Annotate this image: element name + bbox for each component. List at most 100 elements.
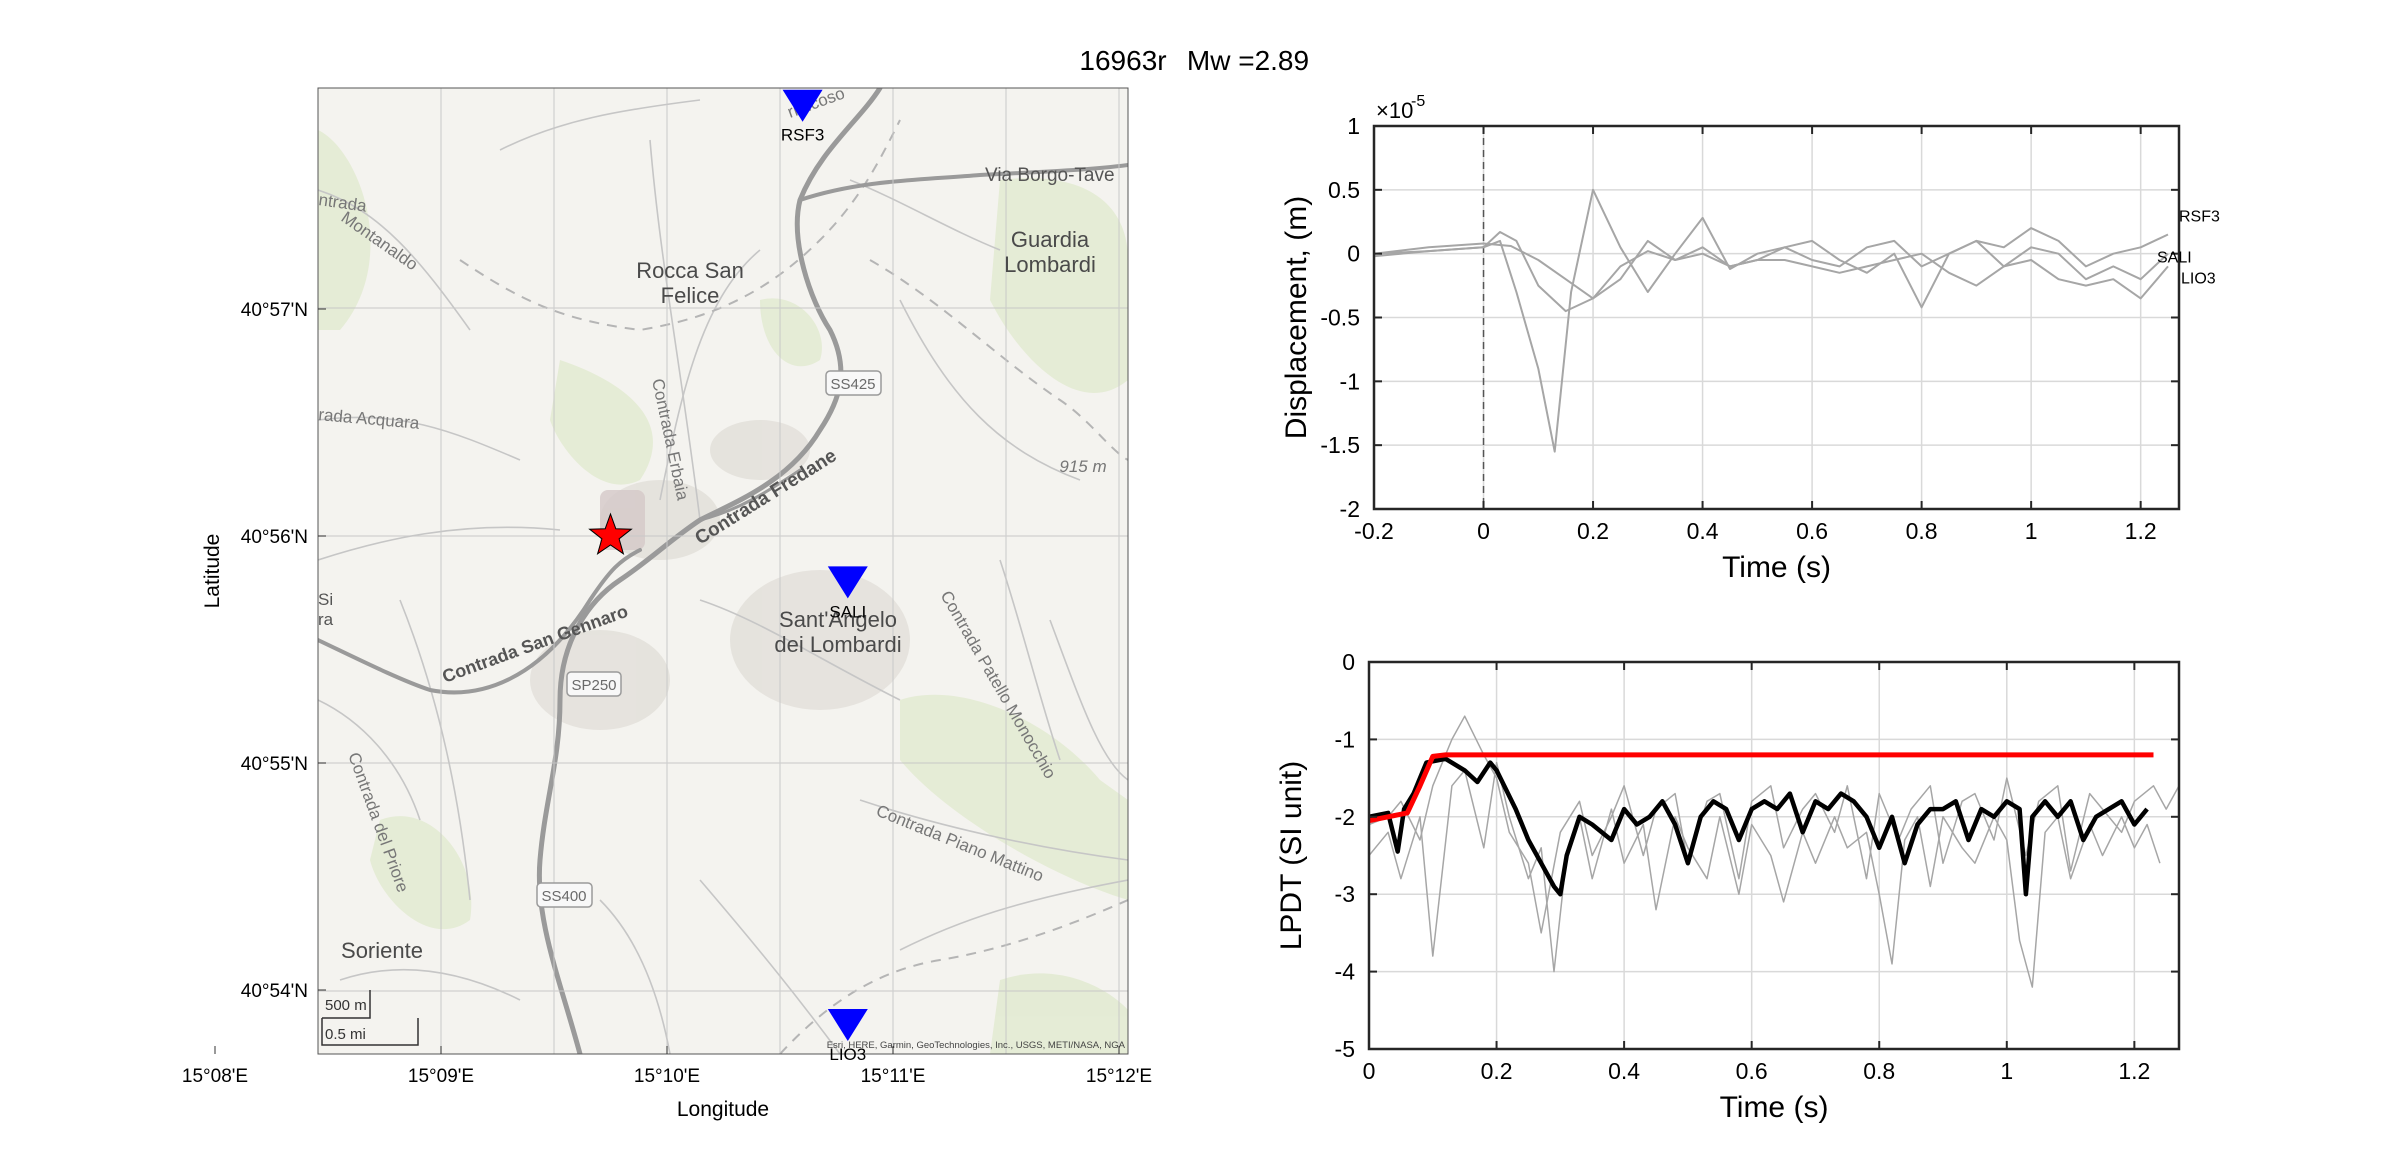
- xtick-label: -0.2: [1354, 518, 1394, 544]
- series-line-lio3: [1374, 239, 2169, 300]
- ytick-label: -2: [1340, 496, 1360, 522]
- y-axis-label: LPDT (SI unit): [1275, 761, 1308, 951]
- series-line-2: [1369, 756, 2149, 897]
- plot-frame: [1367, 660, 2181, 1051]
- xtick-label: 0.4: [1687, 518, 1719, 544]
- ytick-label: -1.5: [1320, 432, 1360, 458]
- displacement-chart: -0.2 0 0.2 0.4 0.6 0.8 1 1.2 -2 -1.5 -1 -0.5 0 0.5 1 Ti…: [1280, 93, 2220, 584]
- minor-roads: [318, 99, 1128, 1054]
- map-edge-label-ra: ra: [318, 610, 334, 629]
- xtick-label: 0.8: [1863, 1058, 1895, 1084]
- series-group: [1369, 715, 2179, 988]
- main-roads: [318, 88, 1128, 1054]
- svg-text:SP250: SP250: [571, 677, 616, 694]
- scale-label-mi: 0.5 mi: [325, 1026, 366, 1043]
- ytick-label: -1: [1335, 726, 1355, 752]
- xtick-label: 0.6: [1736, 1058, 1768, 1084]
- xtick-label: 0.6: [1796, 518, 1828, 544]
- series-end-label-sali: SALI: [2157, 250, 2192, 267]
- ytick-label: -2: [1335, 804, 1355, 830]
- map-xtick-label: 15°12'E: [1086, 1066, 1152, 1087]
- map-axis-ticks: 15°08'E 15°09'E 15°10'E 15°11'E 15°12'E 40°57…: [182, 300, 1152, 1087]
- svg-text:SS400: SS400: [541, 888, 586, 905]
- xtick-label: 0.4: [1608, 1058, 1640, 1084]
- xtick-label: 0.2: [1577, 518, 1609, 544]
- road-shield-ss425: SS425: [825, 370, 882, 396]
- epicenter-star: [588, 512, 633, 555]
- map-attribution: Esri, HERE, Garmin, GeoTechnologies, Inc…: [827, 1040, 1126, 1051]
- ytick-label: -1: [1340, 368, 1360, 394]
- xtick-label: 0.2: [1481, 1058, 1513, 1084]
- series-line-rsf3: [1374, 188, 2169, 453]
- terrain-shading: [318, 130, 1128, 1054]
- map-edge-label-si: Si: [318, 590, 333, 609]
- plot-area: [1369, 662, 2179, 1049]
- road-shield-sp250: SP250: [566, 671, 622, 697]
- scale-label-m: 500 m: [325, 997, 367, 1014]
- lpdt-chart: 0 0.2 0.4 0.6 0.8 1 1.2 -5 -4 -3 -2 -1 0 Time (s) LPDT…: [1275, 649, 2181, 1124]
- map-ytick-label: 40°57'N: [241, 300, 308, 321]
- series-line-3: [1369, 752, 2154, 824]
- station-label-rsf3: RSF3: [781, 126, 824, 145]
- xtick-label: 1: [2000, 1058, 2013, 1084]
- y-axis-label: Displacement, (m): [1280, 196, 1313, 439]
- place-rocca-line1: Rocca San: [636, 258, 744, 283]
- ytick-label: -5: [1335, 1036, 1355, 1062]
- ytick-label: -0.5: [1320, 305, 1360, 331]
- ytick-label: 0: [1342, 649, 1355, 675]
- map-frame: [317, 87, 1129, 1055]
- place-names: Rocca San Felice Guardia Lombardi Sant'A…: [341, 227, 1107, 963]
- map-xtick-label: 15°08'E: [182, 1066, 248, 1087]
- map-ytick-label: 40°56'N: [241, 527, 308, 548]
- xtick-label: 0.8: [1906, 518, 1938, 544]
- map-gridlines: [318, 88, 1128, 1054]
- ytick-label: 1: [1347, 113, 1360, 139]
- xtick-label: 1.2: [2125, 518, 2157, 544]
- x-axis-label: Time (s): [1722, 551, 1831, 584]
- axis-exponent-base: ×10: [1376, 98, 1413, 123]
- series-line-sali: [1374, 231, 2169, 313]
- place-guardia-line2: Lombardi: [1004, 252, 1096, 277]
- road-shield-ss400: SS400: [536, 882, 593, 908]
- xtick-label: 1.2: [2118, 1058, 2150, 1084]
- series-line-1: [1369, 761, 2161, 988]
- ytick-label: -3: [1335, 881, 1355, 907]
- xtick-label: 1: [2025, 518, 2038, 544]
- series-end-label-rsf3: RSF3: [2179, 209, 2220, 226]
- axis-exponent-power: -5: [1411, 93, 1425, 110]
- figure-title-magnitude: Mw =2.89: [1187, 45, 1309, 76]
- place-guardia-line1: Guardia: [1011, 227, 1090, 252]
- map-panel: SS425 SP250 SS400 Via Borgo-Tave Contrad…: [182, 87, 1152, 1121]
- ytick-label: -4: [1335, 959, 1356, 985]
- elevation-label: 915 m: [1059, 457, 1106, 476]
- place-soriente: Soriente: [341, 938, 423, 963]
- place-santangelo-line2: dei Lombardi: [774, 632, 901, 657]
- place-santangelo-line1: Sant'Angelo: [779, 607, 897, 632]
- map-xtick-label: 15°09'E: [408, 1066, 474, 1087]
- map-ylabel: Latitude: [201, 534, 224, 609]
- xtick-label: 0: [1477, 518, 1490, 544]
- map-xlabel: Longitude: [677, 1098, 769, 1121]
- figure-title-id: 16963r: [1079, 45, 1166, 76]
- station-label-sali: SALI: [829, 602, 866, 621]
- station-marker-rsf3: [782, 89, 823, 122]
- station-marker-lio3: [827, 1009, 868, 1042]
- ytick-label: 0: [1347, 241, 1360, 267]
- station-label-lio3: LIO3: [829, 1045, 866, 1064]
- x-axis-label: Time (s): [1720, 1091, 1829, 1124]
- map-xtick-label: 15°11'E: [861, 1066, 926, 1087]
- map-markers: RSF3 SALI LIO3: [588, 89, 868, 1064]
- road-label-borgo: Via Borgo-Tave: [985, 165, 1115, 186]
- series-group: [1374, 188, 2169, 453]
- ytick-label: 0.5: [1328, 177, 1360, 203]
- station-marker-sali: [827, 566, 868, 599]
- xtick-label: 0: [1363, 1058, 1376, 1084]
- svg-text:SS425: SS425: [830, 376, 875, 393]
- series-line-0: [1369, 715, 2179, 934]
- scale-bar: 500 m 0.5 mi: [321, 990, 419, 1046]
- map-ytick-label: 40°54'N: [241, 981, 308, 1002]
- map-xtick-label: 15°10'E: [634, 1066, 700, 1087]
- series-end-label-lio3: LIO3: [2181, 270, 2216, 287]
- map-ytick-label: 40°55'N: [241, 754, 308, 775]
